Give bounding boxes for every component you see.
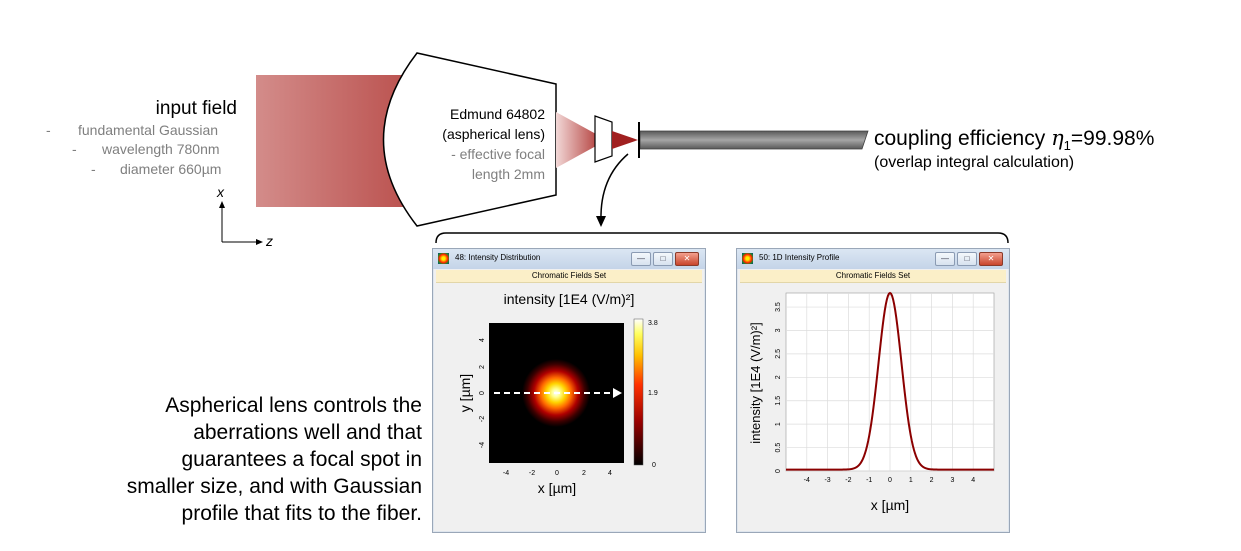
x-tick: 4 xyxy=(608,470,612,477)
x-axis-label: x [µm] xyxy=(871,497,909,513)
x-ticks: -4 -3 -2 -1 0 1 2 3 4 xyxy=(804,477,976,484)
caption-line-5: profile that fits to the fiber. xyxy=(181,502,422,525)
window-titlebar[interactable]: 48: Intensity Distribution — □ ✕ xyxy=(433,249,705,269)
app-icon xyxy=(438,253,449,264)
input-field-title: input field xyxy=(155,98,237,119)
caption-line-1: Aspherical lens controls the xyxy=(165,394,422,417)
y-tick: 1.5 xyxy=(775,396,782,406)
x-tick: -2 xyxy=(845,477,851,484)
intensity-distribution-window[interactable]: 48: Intensity Distribution — □ ✕ Chromatic… xyxy=(432,248,706,533)
lens-focal-label: - effective focal xyxy=(451,146,545,162)
coupling-value: =99.98% xyxy=(1070,127,1155,150)
colorbar xyxy=(633,318,644,466)
plot-title: intensity [1E4 (V/m)²] xyxy=(503,291,635,307)
chromatic-fields-set-tab[interactable]: Chromatic Fields Set xyxy=(436,270,702,283)
x-tick: 4 xyxy=(971,477,975,484)
minimize-button[interactable]: — xyxy=(935,252,955,266)
eta-subscript: 1 xyxy=(1063,138,1071,154)
fiber xyxy=(639,130,869,150)
caption-line-2: aberrations well and that xyxy=(193,421,422,444)
x-tick: 0 xyxy=(888,477,892,484)
y-axis-label: y [µm] xyxy=(457,374,473,412)
minimize-button[interactable]: — xyxy=(631,252,651,266)
maximize-button[interactable]: □ xyxy=(957,252,977,266)
axis-x-arrowhead xyxy=(219,201,225,208)
lens-label: Edmund 64802 (aspherical lens) - effecti… xyxy=(410,104,545,184)
profile-cut-arrowhead xyxy=(613,388,622,398)
x-tick: -2 xyxy=(529,470,535,477)
colorbar-tick-min: 0 xyxy=(652,462,656,469)
x-tick: 0 xyxy=(555,470,559,477)
focus-cone xyxy=(612,131,638,149)
y-tick: 0 xyxy=(479,391,486,395)
input-item-1: fundamental Gaussian xyxy=(78,122,219,138)
intensity-profile-window[interactable]: 50: 1D Intensity Profile — □ ✕ Chromatic F… xyxy=(736,248,1010,533)
y-tick: 2 xyxy=(775,375,782,379)
y-tick: 0 xyxy=(775,469,782,473)
x-tick: -3 xyxy=(824,477,830,484)
window-title: 48: Intensity Distribution xyxy=(455,253,541,262)
coupling-efficiency: coupling efficiency η1=99.98% xyxy=(874,126,1154,153)
zoom-arrowhead xyxy=(596,216,606,227)
close-button[interactable]: ✕ xyxy=(675,252,699,266)
x-tick: -1 xyxy=(866,477,872,484)
window-title: 50: 1D Intensity Profile xyxy=(759,253,840,262)
window-titlebar[interactable]: 50: 1D Intensity Profile — □ ✕ xyxy=(737,249,1009,269)
x-tick: 2 xyxy=(582,470,586,477)
coupling-note: (overlap integral calculation) xyxy=(874,154,1075,171)
x-tick: 1 xyxy=(909,477,913,484)
aspherical-lens xyxy=(382,52,557,227)
x-tick: 3 xyxy=(950,477,954,484)
small-coupling-lens xyxy=(594,115,613,163)
plot-pane: -4 -3 -2 -1 0 1 2 3 4 3.5 3 2.5 2 1.5 1 0.5 0 x [µm] in… xyxy=(740,283,1006,528)
input-item-dash-3: - xyxy=(91,161,96,177)
x-tick: 2 xyxy=(930,477,934,484)
input-field-block: input field xyxy=(40,98,237,120)
x-axis-label: x [µm] xyxy=(538,480,576,496)
coupling-prefix: coupling efficiency xyxy=(874,127,1052,150)
y-tick: 0.5 xyxy=(775,443,782,453)
y-ticks: 3.5 3 2.5 2 1.5 1 0.5 0 xyxy=(775,302,782,473)
y-tick: -2 xyxy=(479,416,486,422)
input-item-2: wavelength 780nm xyxy=(102,141,220,157)
axis-z-label: z xyxy=(266,233,273,249)
axis-z-arrowhead xyxy=(256,239,263,245)
lens-name: Edmund 64802 xyxy=(450,106,545,122)
x-tick: -4 xyxy=(804,477,810,484)
chromatic-fields-set-tab[interactable]: Chromatic Fields Set xyxy=(740,270,1006,283)
caption: Aspherical lens controls the aberrations… xyxy=(40,392,422,527)
x-tick: -4 xyxy=(503,470,509,477)
colorbar-tick-mid: 1.9 xyxy=(648,390,658,397)
intensity-curve xyxy=(786,291,994,471)
grid xyxy=(786,293,994,472)
input-item-dash-2: - xyxy=(72,141,77,157)
y-tick: -4 xyxy=(479,442,486,448)
y-axis-label: intensity [1E4 (V/m)²] xyxy=(748,322,763,443)
y-tick: 4 xyxy=(479,338,486,342)
eta-symbol: η xyxy=(1051,126,1064,150)
profile-plot: -4 -3 -2 -1 0 1 2 3 4 3.5 3 2.5 2 1.5 1 0.5 0 x [µm] in… xyxy=(748,291,995,513)
y-tick: 3 xyxy=(775,328,782,332)
axis-x-label: x xyxy=(217,184,224,200)
maximize-button[interactable]: □ xyxy=(653,252,673,266)
y-tick: 2 xyxy=(479,365,486,369)
input-item-3: diameter 660µm xyxy=(120,161,222,177)
app-icon xyxy=(742,253,753,264)
lens-type: (aspherical lens) xyxy=(442,126,545,142)
y-tick: 1 xyxy=(775,422,782,426)
caption-line-3: guarantees a focal spot in xyxy=(181,448,423,471)
lens-focal-value: length 2mm xyxy=(471,166,545,182)
plot-pane: intensity [1E4 (V/m)²] xyxy=(436,283,702,528)
zoom-arrow xyxy=(600,153,629,221)
close-button[interactable]: ✕ xyxy=(979,252,1003,266)
input-item-dash-1: - xyxy=(46,122,51,138)
colorbar-tick-max: 3.8 xyxy=(648,320,658,327)
intensity-map: 3.8 1.9 0 -4 -2 0 2 4 4 2 0 -2 -4 x [µm]… xyxy=(457,318,658,496)
y-tick: 3.5 xyxy=(775,302,782,312)
focusing-cone xyxy=(556,112,596,168)
caption-line-4: smaller size, and with Gaussian xyxy=(126,475,422,498)
bracket xyxy=(435,232,1009,244)
y-tick: 2.5 xyxy=(775,349,782,359)
